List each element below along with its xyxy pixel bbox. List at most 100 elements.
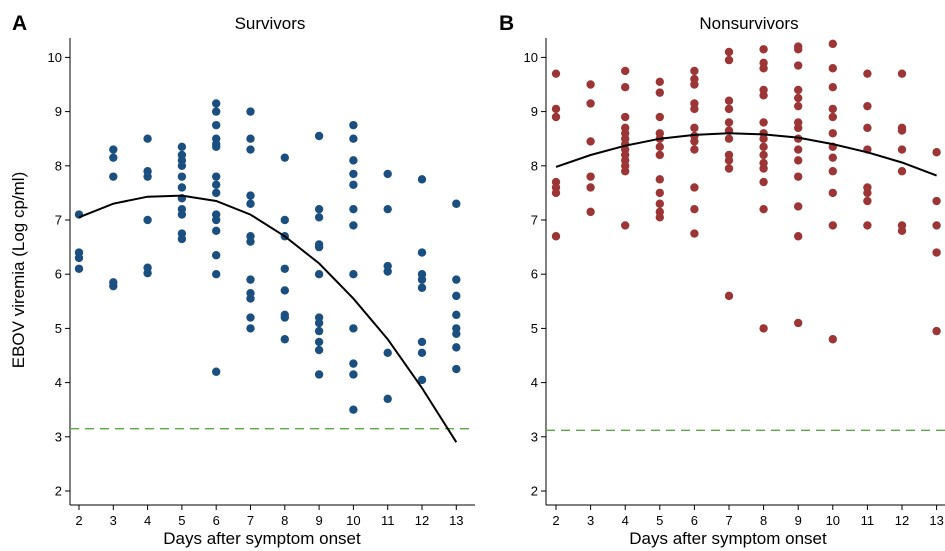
data-point xyxy=(314,131,324,141)
data-point xyxy=(143,215,152,225)
data-point xyxy=(246,294,255,303)
y-tick-label: 2 xyxy=(55,484,62,499)
data-point xyxy=(828,129,837,138)
data-point xyxy=(932,148,941,157)
y-tick-label: 2 xyxy=(531,484,538,499)
data-point xyxy=(177,172,187,181)
data-point xyxy=(143,268,152,278)
data-point xyxy=(794,101,803,111)
x-tick-label: 2 xyxy=(75,513,82,528)
data-point xyxy=(759,91,768,100)
data-point xyxy=(246,145,255,154)
data-point xyxy=(690,204,699,214)
data-point xyxy=(586,137,595,146)
data-point xyxy=(177,142,187,152)
data-point xyxy=(897,69,907,78)
y-tick-label: 3 xyxy=(55,429,62,444)
data-point xyxy=(794,232,803,241)
data-point xyxy=(794,145,803,154)
data-point xyxy=(452,364,461,374)
x-tick-label: 11 xyxy=(381,513,395,528)
data-point xyxy=(212,251,221,260)
x-tick-label: 10 xyxy=(346,513,360,528)
data-point xyxy=(690,183,699,192)
data-point xyxy=(794,85,803,95)
data-point xyxy=(690,80,699,89)
data-point xyxy=(690,229,699,238)
data-point xyxy=(690,137,699,146)
data-point xyxy=(828,83,837,92)
x-tick-label: 10 xyxy=(826,513,840,528)
data-point xyxy=(863,123,872,133)
data-point xyxy=(383,394,392,404)
data-point xyxy=(621,167,630,176)
data-point xyxy=(246,313,255,322)
y-tick-label: 4 xyxy=(55,375,62,390)
data-point xyxy=(280,335,289,344)
data-point xyxy=(690,123,699,133)
data-point xyxy=(246,134,255,143)
y-tick-label: 5 xyxy=(55,321,62,336)
data-point xyxy=(551,232,561,241)
data-point xyxy=(551,188,561,198)
data-point xyxy=(349,221,358,230)
x-axis-label: Days after symptom onset xyxy=(629,529,827,548)
y-tick-label: 8 xyxy=(55,158,62,173)
data-point xyxy=(349,270,358,279)
data-point xyxy=(109,145,118,154)
data-point xyxy=(280,153,289,162)
data-point xyxy=(655,77,664,86)
x-tick-label: 3 xyxy=(587,513,594,528)
data-point xyxy=(349,120,358,130)
data-point xyxy=(349,204,358,214)
data-point xyxy=(177,234,187,244)
data-point xyxy=(417,175,427,184)
data-point xyxy=(74,264,84,273)
data-point xyxy=(349,169,358,179)
y-tick-label: 7 xyxy=(531,213,538,228)
x-tick-label: 9 xyxy=(795,513,802,528)
panel-title: Survivors xyxy=(235,14,306,33)
data-point xyxy=(74,210,84,219)
x-tick-label: 4 xyxy=(622,513,629,528)
data-point xyxy=(452,310,461,320)
data-point xyxy=(314,318,324,328)
x-tick-label: 6 xyxy=(691,513,698,528)
data-point xyxy=(690,66,699,76)
data-point xyxy=(724,47,734,57)
data-point xyxy=(212,367,221,376)
data-point xyxy=(724,164,734,173)
data-point xyxy=(280,286,289,295)
data-point xyxy=(143,172,152,181)
data-point xyxy=(655,188,664,198)
data-point xyxy=(724,96,734,105)
data-point xyxy=(759,324,768,333)
panel-title: Nonsurvivors xyxy=(699,14,798,33)
data-point xyxy=(452,199,461,208)
data-point xyxy=(586,207,595,217)
x-tick-label: 11 xyxy=(861,513,875,528)
data-point xyxy=(828,64,837,73)
panel-letter: A xyxy=(12,12,27,35)
x-tick-label: 7 xyxy=(725,513,732,528)
data-point xyxy=(452,291,461,301)
data-point xyxy=(932,326,941,336)
x-tick-label: 3 xyxy=(110,513,117,528)
data-point xyxy=(349,180,358,189)
data-point xyxy=(863,188,872,198)
data-point xyxy=(314,270,324,279)
data-point xyxy=(690,145,699,154)
data-point xyxy=(897,226,907,236)
data-point xyxy=(655,199,664,208)
data-point xyxy=(794,202,803,211)
data-point xyxy=(863,101,872,111)
data-point xyxy=(212,226,221,236)
data-point xyxy=(759,134,768,143)
data-point xyxy=(383,267,392,276)
data-point xyxy=(212,270,221,279)
data-point xyxy=(417,275,427,284)
data-point xyxy=(794,318,803,328)
data-point xyxy=(349,370,358,379)
data-point xyxy=(349,134,358,143)
data-point xyxy=(621,221,630,230)
